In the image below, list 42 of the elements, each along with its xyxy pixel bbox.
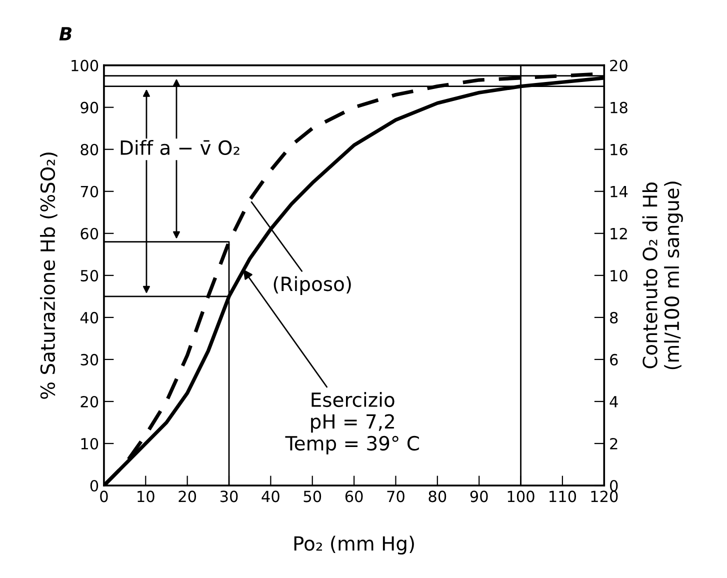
y2-tick-label: 2 [610,438,618,450]
annotation: Esercizio pH = 7,2 Temp = 39° C [285,392,419,454]
y2-tick-label: 8 [610,312,618,324]
y-tick-label: 60 [80,228,98,240]
y2-tick-label: 14 [610,186,628,198]
y2-tick-label: 6 [610,354,618,366]
y-tick-label: 20 [80,396,98,408]
y2-tick-label: 18 [610,102,628,114]
annotation: (Riposo) [274,276,351,295]
annotation: Diff a − v̄ O₂ [120,140,240,155]
x-axis-title: Po₂ (mm Hg) [294,536,414,555]
y-tick-label: 70 [80,186,98,198]
y-tick-label: 40 [80,312,98,324]
x-tick-label: 80 [428,490,446,502]
y-tick-label: 90 [80,102,98,114]
y-axis-title: % Saturazione Hb (%SO₂) [40,152,58,399]
x-tick-label: 70 [387,490,404,502]
y2-axis-title: Contenuto O₂ di Hb (ml/100 ml sangue) [642,182,683,370]
y2-tick-label: 4 [610,396,618,408]
x-tick-label: 40 [262,490,280,502]
y-tick-label: 0 [90,480,98,492]
x-tick-label: 60 [345,490,363,502]
y2-tick-label: 12 [610,228,627,240]
x-tick-label: 30 [220,490,238,502]
x-tick-label: 100 [508,490,534,502]
y-tick-label: 50 [80,270,98,282]
y-tick-label: 10 [81,438,98,450]
x-tick-label: 0 [100,490,108,502]
x-tick-label: 10 [138,490,154,502]
y-tick-label: 80 [80,144,98,156]
chart-title: B [59,27,72,40]
y2-tick-label: 20 [610,60,628,72]
y-tick-label: 30 [80,354,98,366]
x-tick-label: 50 [304,490,322,502]
x-tick-label: 110 [550,490,576,502]
x-tick-label: 120 [591,490,618,502]
y2-tick-label: 10 [610,270,628,282]
y2-tick-label: 0 [610,480,618,492]
y-tick-label: 100 [72,60,98,72]
y2-tick-label: 16 [610,144,628,156]
x-tick-label: 20 [178,490,196,502]
x-tick-label: 90 [470,490,488,502]
